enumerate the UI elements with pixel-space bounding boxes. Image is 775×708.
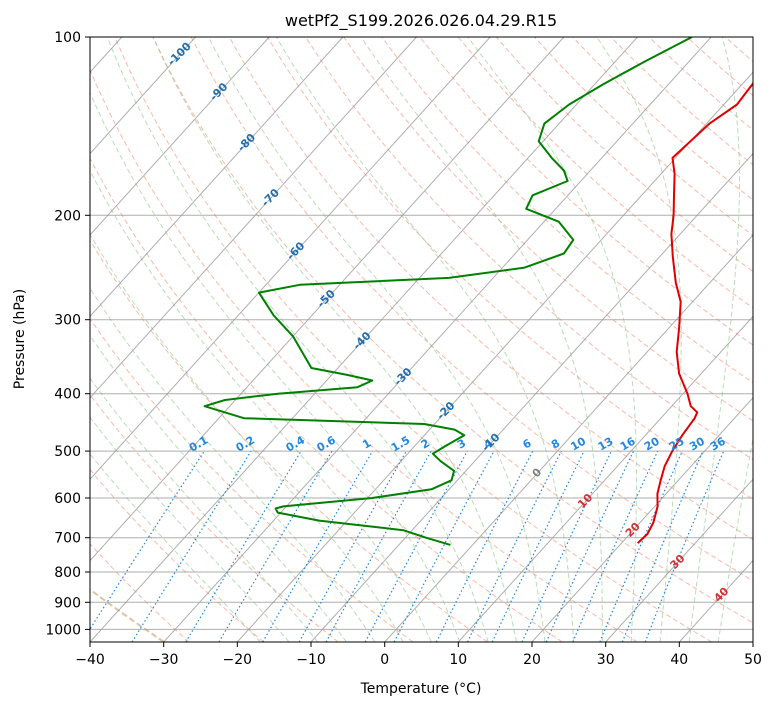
dry-adiabat [343,37,753,422]
isotherm-gridline [605,478,753,642]
isotherm-gridline [90,37,638,642]
y-axis-title: Pressure (hPa) [12,289,28,389]
isotherm-gridline [90,37,491,480]
mixing-ratio-line [298,450,407,642]
isotherm-gridline [384,234,753,642]
isotherm-gridline [457,315,753,642]
moist-adiabat [275,37,575,642]
x-axis-ticks: −40 −30 −20 −10 0 10 20 30 40 50 [75,642,762,668]
temperature-profile-line [637,81,753,544]
dry-adiabat [114,37,712,642]
y-tick-label: 800 [54,565,81,581]
mixing-ratio-line [90,450,205,631]
moist-adiabat [360,37,603,642]
chart-title: wetPf2_S199.2026.026.04.29.R15 [285,11,557,31]
x-tick-label: −40 [75,652,105,668]
plot-frame [89,36,754,643]
isotherm-gridline [90,37,344,318]
moist-adiabat [90,169,432,642]
x-tick-label: 50 [744,652,762,668]
x-tick-label: 40 [670,652,688,668]
moist-adiabat [90,91,461,642]
isotherm-gridline [531,397,753,642]
mixing-ratio-line [364,450,468,642]
x-tick-label: 20 [523,652,541,668]
y-axis-ticks: 1000 900 800 700 600 500 400 300 200 100 [45,30,90,638]
dry-adiabat [90,157,563,642]
mixing-ratio-line [599,450,683,642]
moist-adiabat [152,37,517,642]
dry-adiabat [457,37,753,309]
isotherm-gridline [90,37,270,236]
y-tick-label: 500 [54,444,81,460]
mixing-ratio-line [466,450,562,642]
x-tick-label: 10 [449,652,467,668]
x-tick-label: −20 [223,652,253,668]
x-tick-label: −10 [296,652,326,668]
moist-adiabat [467,37,637,642]
mixing-ratio-line [435,450,534,642]
mixing-ratio-line [572,450,659,642]
y-tick-label: 700 [54,531,81,547]
mixing-ratio-line [185,450,302,642]
dry-adiabat [152,37,753,624]
isotherm-gridline [90,37,196,155]
isotherm-gridline [90,37,565,562]
dewpoint-profile-line [203,37,693,546]
moist-adiabat [90,334,347,642]
mixing-ratio-line [621,450,704,642]
y-tick-label: 300 [54,313,81,329]
y-tick-label: 400 [54,387,81,403]
moist-adiabat [90,377,319,642]
plot-area: 0.1 0.2 0.4 0.6 1 1.5 2 3 4 6 8 10 13 16 20 25 30 36-100-… [90,37,753,642]
mixing-ratio-line [325,450,432,642]
isotherm-gridline [90,37,417,399]
y-tick-label: 600 [54,491,81,507]
moist-adiabat [596,37,682,642]
isotherm-gridline [163,37,712,642]
mixing-ratio-line [644,450,725,642]
moist-adiabat [90,453,261,642]
x-tick-label: −30 [149,652,179,668]
moist-adiabat [106,37,489,642]
reference-adiabat [90,588,165,642]
x-tick-label: 30 [597,652,615,668]
x-tick-label: 0 [380,652,389,668]
moist-adiabat [90,287,376,642]
y-tick-label: 900 [54,595,81,611]
moist-adiabat [90,233,404,642]
y-tick-label: 200 [54,208,81,224]
dry-adiabat [90,239,488,642]
x-axis-title: Temperature (°C) [360,681,482,697]
dry-adiabat [190,37,753,582]
y-tick-label: 1000 [45,622,81,638]
moist-adiabat [208,37,546,642]
dry-adiabat [419,37,753,346]
moist-adiabat [688,37,740,642]
moist-adiabat [90,416,290,642]
y-tick-label: 100 [54,30,81,46]
moist-adiabat [717,436,753,642]
dry-adiabat [305,37,753,461]
isotherm-gridline [310,152,753,642]
